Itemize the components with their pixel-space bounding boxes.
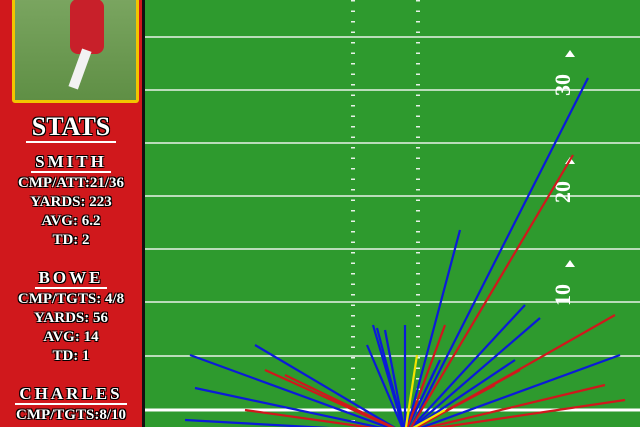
yard-number: 30 [550, 74, 575, 96]
pass-route [410, 304, 526, 427]
pass-route [404, 354, 419, 427]
pass-route [425, 383, 606, 427]
pass-route [189, 353, 391, 427]
stat-line: AVG: 6.2 [41, 213, 101, 229]
stat-line: CMP/ATT:21/36 [17, 175, 125, 191]
stat-line: TD: 2 [52, 232, 90, 248]
stat-line: CMP/TGTS:8/10 [15, 407, 126, 423]
pass-route [409, 77, 589, 427]
yard-arrow [565, 50, 575, 57]
pass-route [244, 408, 375, 427]
player-photo [12, 0, 139, 103]
pass-route [410, 154, 574, 427]
player-name: BOWE [34, 268, 108, 289]
stats-title: STATS [0, 112, 142, 143]
pass-route [284, 374, 395, 427]
stat-line: TD: 1 [52, 348, 90, 364]
pass-route [411, 317, 541, 427]
yard-number: 20 [550, 181, 575, 203]
pass-route [419, 353, 621, 427]
yard-arrow [565, 260, 575, 267]
pass-route [194, 386, 383, 427]
player-stats: BOWE CMP/TGTS: 4/8 YARDS: 56 AVG: 14 TD: 1 [0, 268, 142, 366]
pass-route [412, 409, 446, 427]
stats-title-text: STATS [25, 112, 117, 143]
stat-line: CMP/TGTS: 4/8 [17, 291, 125, 307]
pass-route [254, 344, 396, 427]
pass-route [365, 344, 404, 427]
field: 30 20 10 [145, 0, 640, 427]
pass-route [371, 324, 405, 427]
yard-number: 10 [550, 284, 575, 306]
pass-route [184, 418, 331, 427]
pass-route [383, 329, 405, 427]
stat-line: YARDS: 56 [33, 310, 109, 326]
player-stats: CHARLES CMP/TGTS:8/10 [0, 384, 142, 425]
pass-route [406, 324, 447, 427]
stat-line: YARDS: 223 [30, 194, 112, 210]
player-name: CHARLES [15, 384, 127, 405]
stat-line: AVG: 14 [43, 329, 99, 345]
player-name: SMITH [31, 152, 111, 173]
pass-route [406, 229, 462, 427]
stats-panel: STATS SMITH CMP/ATT:21/36 YARDS: 223 AVG: 6… [0, 0, 145, 427]
player-stats: SMITH CMP/ATT:21/36 YARDS: 223 AVG: 6.2 TD: … [0, 152, 142, 250]
